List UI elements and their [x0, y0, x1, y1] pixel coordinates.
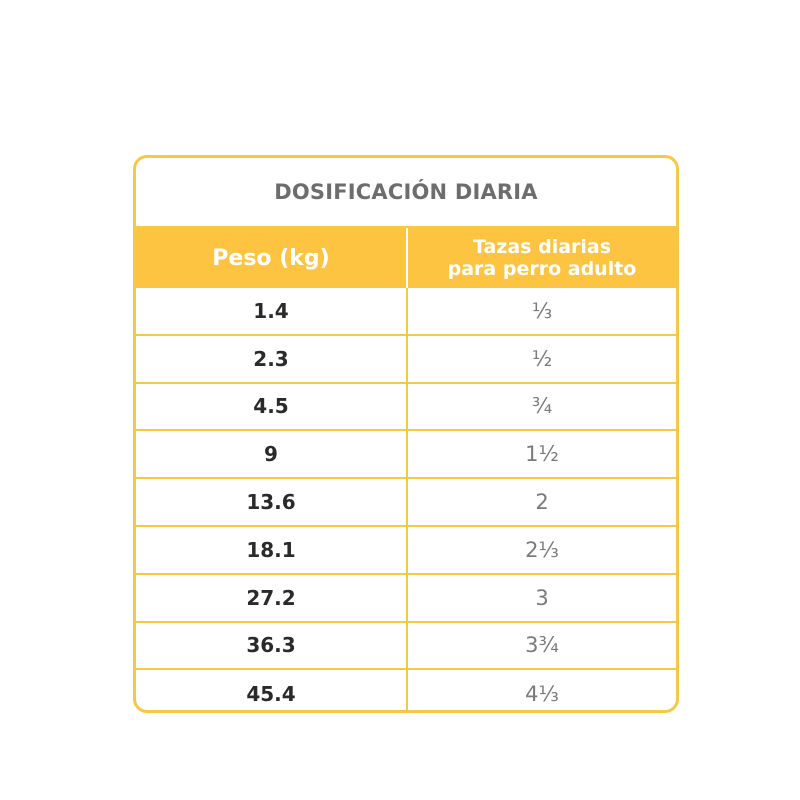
cups-cell: ⅓ [531, 298, 553, 323]
weight-cell: 13.6 [136, 479, 408, 525]
cups-cell: ¾ [531, 394, 553, 419]
weight-cell: 36.3 [136, 622, 408, 669]
weight-cell: 45.4 [136, 670, 408, 710]
header-cups-line2: para perro adulto [447, 258, 637, 280]
table-row: 1.4 ⅓ [136, 288, 676, 336]
cups-cell: 2 [535, 490, 549, 515]
header-weight: Peso (kg) [136, 228, 408, 288]
table-row: 27.2 3 [136, 574, 676, 623]
weight-cell: 9 [136, 431, 408, 478]
table-row: 2.3 ½ [136, 335, 676, 384]
weight-cell: 27.2 [136, 574, 408, 621]
table-row: 9 1½ [136, 431, 676, 480]
dosage-table: DOSIFICACIÓN DIARIA Peso (kg) Tazas diar… [133, 155, 679, 713]
table-row: 36.3 3¾ [136, 622, 676, 671]
table-row: 4.5 ¾ [136, 383, 676, 432]
table-title: DOSIFICACIÓN DIARIA [136, 158, 676, 228]
table-row: 13.6 2 [136, 479, 676, 527]
table-row: 18.1 2⅓ [136, 526, 676, 575]
cups-cell: 1½ [525, 442, 559, 467]
header-cups: Tazas diarias para perro adulto [408, 228, 676, 288]
cups-cell: 3 [535, 585, 549, 610]
header-cups-line1: Tazas diarias [472, 236, 612, 258]
table-header: Peso (kg) Tazas diarias para perro adult… [136, 228, 676, 288]
table-row: 45.4 4⅓ [136, 670, 676, 710]
weight-cell: 1.4 [136, 288, 408, 334]
cups-cell: ½ [531, 346, 553, 371]
cups-cell: 4⅓ [525, 682, 559, 707]
weight-cell: 18.1 [136, 526, 408, 573]
cups-cell: 3¾ [525, 633, 559, 658]
weight-cell: 4.5 [136, 383, 408, 430]
cups-cell: 2⅓ [525, 537, 559, 562]
weight-cell: 2.3 [136, 335, 408, 382]
